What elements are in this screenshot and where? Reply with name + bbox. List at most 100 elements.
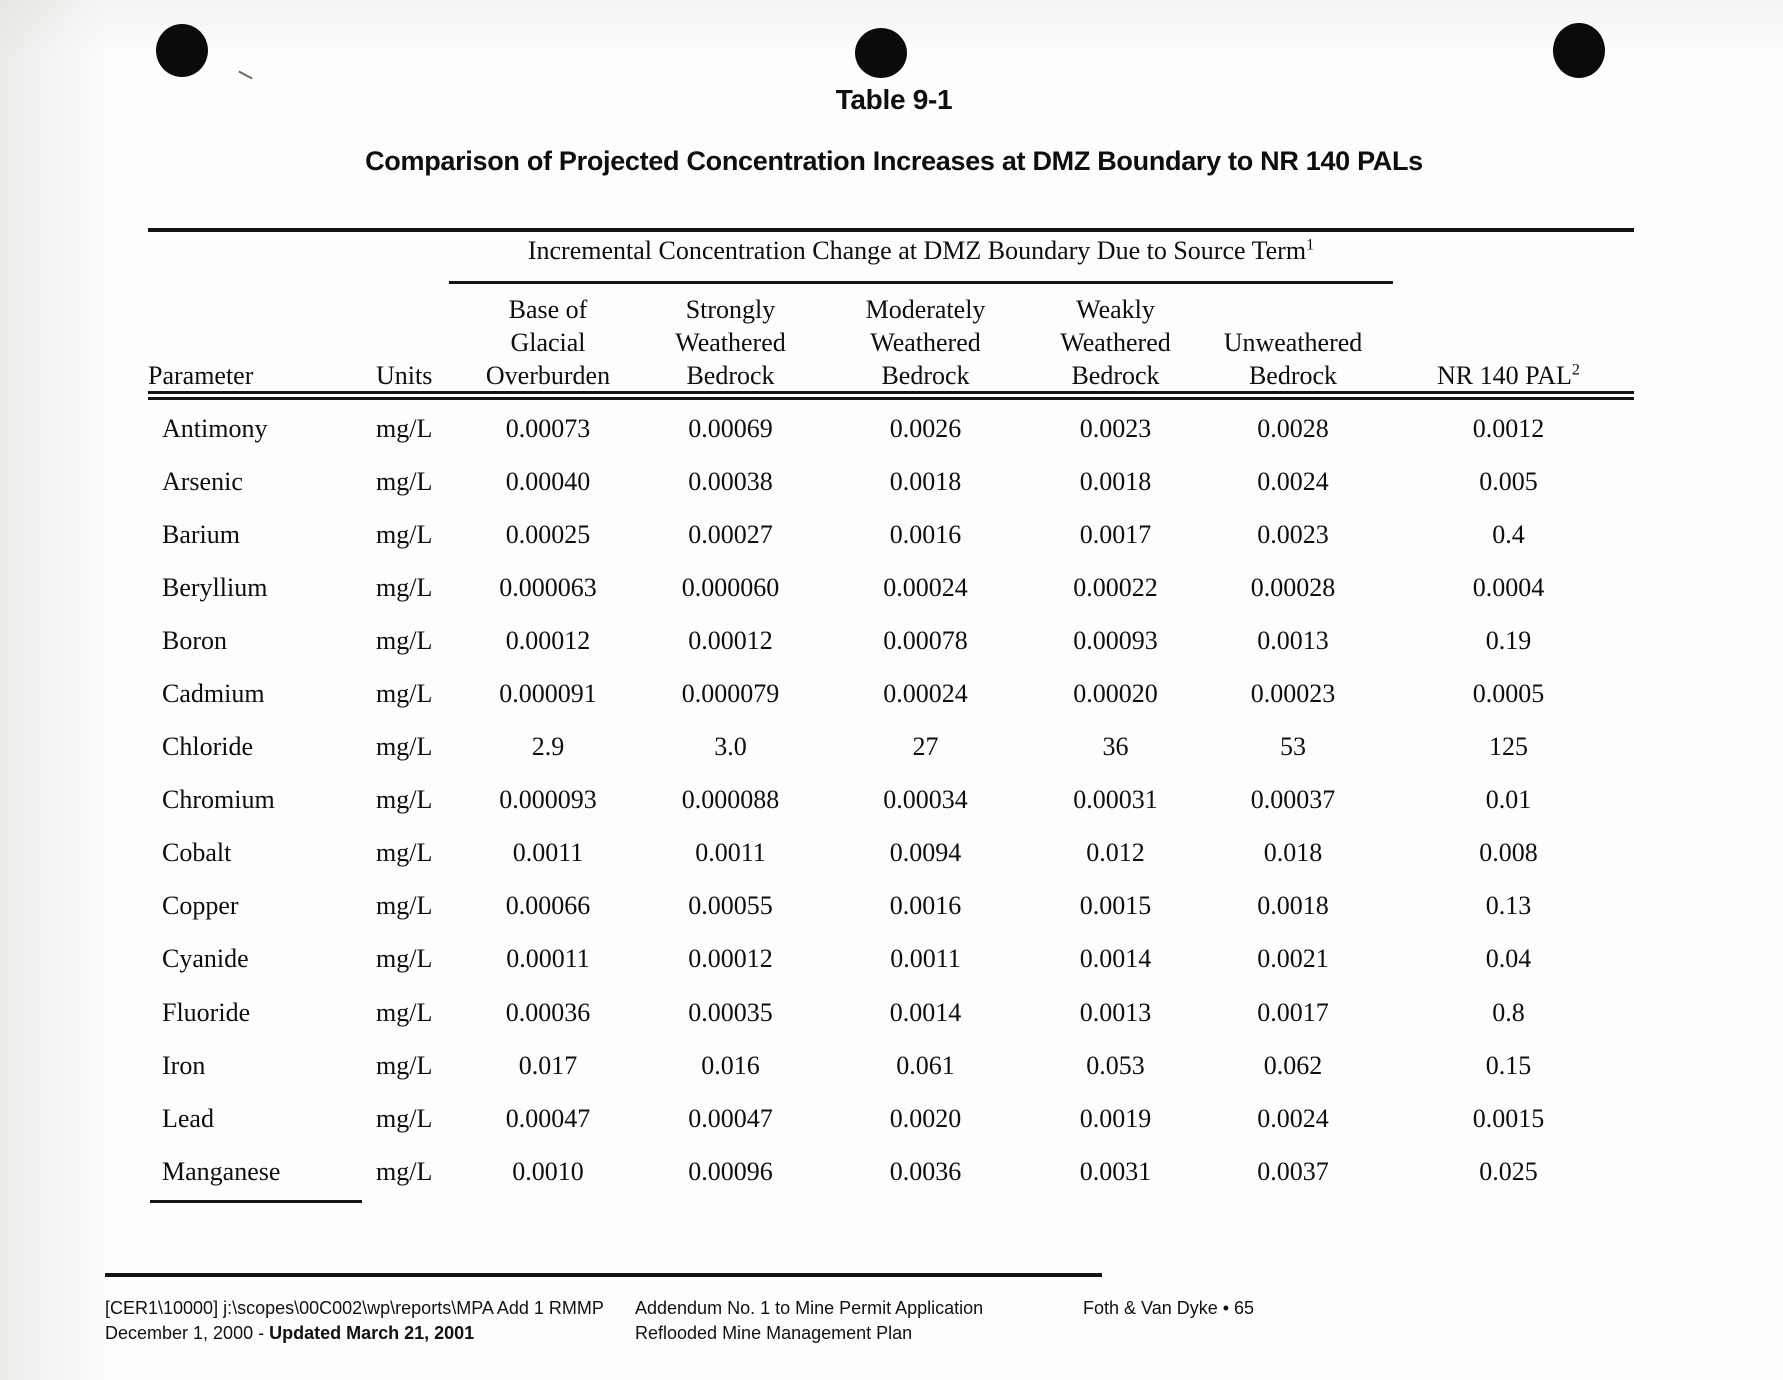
table-row: Lead mg/L 0.00047 0.00047 0.0020 0.0019 0.0024… <box>148 1092 1634 1145</box>
value-cell: 0.0013 <box>1079 997 1152 1027</box>
span-header: Incremental Concentration Change at DMZ … <box>449 236 1393 266</box>
column-header-moderately-weathered-bedrock: Moderately Weathered Bedrock <box>865 295 986 390</box>
value-cell: 0.00055 <box>688 891 773 921</box>
parameter-cell: Fluoride <box>162 997 251 1027</box>
value-cell: 0.0018 <box>889 466 962 496</box>
parameter-cell: Lead <box>162 1103 214 1133</box>
parameter-cell: Cyanide <box>162 944 249 974</box>
footer-company-page-number: Foth & Van Dyke • 65 <box>1083 1298 1255 1318</box>
units-cell: mg/L <box>376 1050 433 1080</box>
value-cell: 0.0011 <box>695 838 766 868</box>
parameter-cell: Barium <box>162 519 240 549</box>
table-row: Arsenic mg/L 0.00040 0.00038 0.0018 0.0018 0.0… <box>148 455 1634 508</box>
value-cell: 0.00012 <box>688 944 773 974</box>
value-cell: 0.0010 <box>512 1156 584 1186</box>
units-cell: mg/L <box>376 679 433 709</box>
column-header-weakly-weathered-bedrock: Weakly Weathered Bedrock <box>1060 295 1171 390</box>
value-cell: 0.00078 <box>883 625 968 655</box>
value-cell: 0.00012 <box>505 625 591 655</box>
value-cell: 0.00035 <box>688 997 773 1027</box>
parameter-cell: Antimony <box>162 413 268 443</box>
value-cell: 0.00096 <box>688 1156 773 1186</box>
units-cell: mg/L <box>376 785 433 815</box>
column-header-row: Parameter Units Base of Glacial Overburd… <box>148 293 1634 391</box>
footnote-2-marker: 2 <box>1571 361 1580 379</box>
value-cell: 0.00031 <box>1073 785 1158 815</box>
value-cell: 0.000060 <box>681 572 780 602</box>
value-cell: 0.0004 <box>1472 572 1545 602</box>
value-cell: 0.0015 <box>1472 1103 1545 1133</box>
value-cell: 0.00023 <box>1250 679 1336 709</box>
footer-document-title: Addendum No. 1 to Mine Permit Applicatio… <box>635 1298 984 1318</box>
span-header-rule <box>449 281 1393 284</box>
value-cell: 0.00034 <box>883 785 968 815</box>
value-cell: 0.00027 <box>688 519 773 549</box>
value-cell: 125 <box>1489 732 1528 762</box>
units-cell: mg/L <box>376 997 433 1027</box>
page-title: Comparison of Projected Concentration In… <box>365 146 1423 176</box>
footer-center: Addendum No. 1 to Mine Permit Applicatio… <box>635 1296 983 1346</box>
units-cell: mg/L <box>376 519 433 549</box>
value-cell: 0.000079 <box>681 679 780 709</box>
value-cell: 0.0028 <box>1257 413 1329 443</box>
value-cell: 0.0012 <box>1472 413 1545 443</box>
footer-updated-date: Updated March 21, 2001 <box>269 1323 475 1343</box>
column-header-strongly-weathered-bedrock: Strongly Weathered Bedrock <box>675 295 786 390</box>
value-cell: 0.00047 <box>688 1103 773 1133</box>
value-cell: 0.00047 <box>505 1103 591 1133</box>
parameter-cell: Beryllium <box>162 572 268 602</box>
units-cell: mg/L <box>376 838 433 868</box>
value-cell: 0.0011 <box>512 838 584 868</box>
value-cell: 0.00036 <box>505 997 591 1027</box>
value-cell: 0.01 <box>1485 785 1532 815</box>
value-cell: 0.00024 <box>883 572 968 602</box>
column-header-unweathered-bedrock: Unweathered Bedrock <box>1223 328 1363 390</box>
column-header-parameter: Parameter <box>148 361 254 390</box>
parameter-cell: Copper <box>162 891 239 921</box>
value-cell: 0.0094 <box>889 838 962 868</box>
table-row: Beryllium mg/L 0.000063 0.000060 0.00024 0.00… <box>148 561 1634 614</box>
footer-left: [CER1\10000] j:\scopes\00C002\wp\reports… <box>105 1296 604 1346</box>
value-cell: 0.000088 <box>681 785 780 815</box>
units-cell: mg/L <box>376 1156 433 1186</box>
value-cell: 0.13 <box>1485 891 1532 921</box>
value-cell: 0.00093 <box>1073 625 1158 655</box>
table-row: Antimony mg/L 0.00073 0.00069 0.0026 0.0023 0.… <box>148 402 1634 455</box>
parameter-cell: Cobalt <box>162 838 232 868</box>
value-cell: 0.00040 <box>505 466 591 496</box>
table-row: Chromium mg/L 0.000093 0.000088 0.00034 0.000… <box>148 774 1634 827</box>
value-cell: 0.000063 <box>499 572 597 602</box>
value-cell: 0.8 <box>1492 997 1525 1027</box>
units-cell: mg/L <box>376 891 433 921</box>
table-row: Copper mg/L 0.00066 0.00055 0.0016 0.0015 0.00… <box>148 880 1634 933</box>
table-top-rule <box>148 228 1634 232</box>
value-cell: 0.025 <box>1479 1156 1538 1186</box>
value-cell: 0.00012 <box>688 625 773 655</box>
value-cell: 0.00066 <box>505 891 591 921</box>
units-cell: mg/L <box>376 732 433 762</box>
table-row: Cobalt mg/L 0.0011 0.0011 0.0094 0.012 0.018 0.… <box>148 827 1634 880</box>
table-body: Antimony mg/L 0.00073 0.00069 0.0026 0.0023 0.… <box>148 402 1634 1198</box>
value-cell: 0.0018 <box>1079 466 1152 496</box>
footer-file-path: [CER1\10000] j:\scopes\00C002\wp\reports… <box>105 1298 604 1318</box>
value-cell: 0.053 <box>1086 1050 1145 1080</box>
value-cell: 0.4 <box>1492 519 1525 549</box>
value-cell: 0.0017 <box>1257 997 1329 1027</box>
table-row: Chloride mg/L 2.9 3.0 27 36 53 125 <box>148 721 1634 774</box>
value-cell: 0.0015 <box>1079 891 1152 921</box>
value-cell: 0.19 <box>1485 625 1532 655</box>
units-cell: mg/L <box>376 466 433 496</box>
value-cell: 0.00011 <box>506 944 590 974</box>
value-cell: 0.04 <box>1485 944 1532 974</box>
value-cell: 0.0036 <box>889 1156 962 1186</box>
parameter-cell: Chloride <box>162 732 253 762</box>
value-cell: 0.016 <box>701 1050 760 1080</box>
value-cell: 0.0023 <box>1079 413 1152 443</box>
column-header-units: Units <box>376 361 433 390</box>
value-cell: 0.0026 <box>889 413 962 443</box>
footer-plan-title: Reflooded Mine Management Plan <box>635 1323 913 1343</box>
value-cell: 0.008 <box>1479 838 1538 868</box>
value-cell: 0.0019 <box>1079 1103 1152 1133</box>
parameter-cell: Iron <box>162 1050 206 1080</box>
